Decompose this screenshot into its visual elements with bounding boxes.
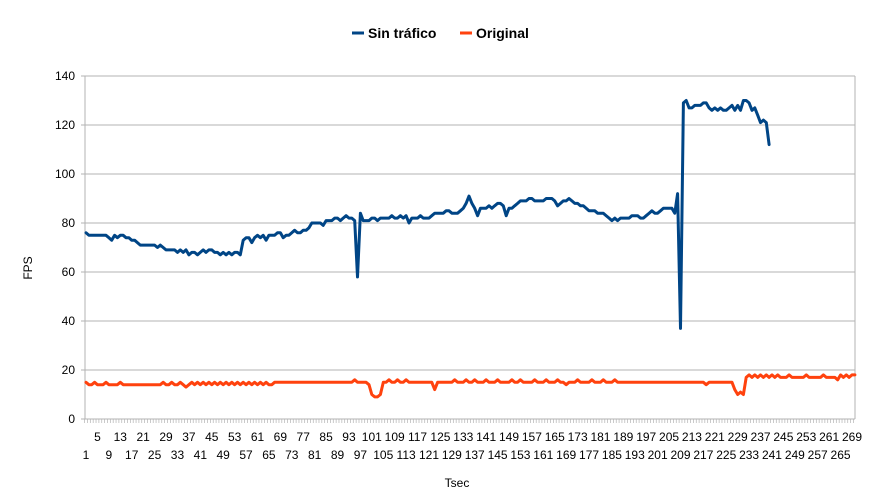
x-tick-label: 13 bbox=[114, 430, 128, 444]
x-tick-label: 181 bbox=[590, 430, 610, 444]
x-tick-label: 217 bbox=[693, 448, 713, 462]
x-tick-label: 253 bbox=[796, 430, 816, 444]
x-tick-label: 93 bbox=[342, 430, 356, 444]
x-tick-label: 33 bbox=[171, 448, 185, 462]
x-tick-label: 5 bbox=[94, 430, 101, 444]
x-tick-label: 145 bbox=[488, 448, 508, 462]
x-tick-label: 105 bbox=[373, 448, 393, 462]
x-tick-label: 65 bbox=[262, 448, 276, 462]
x-tick-label: 73 bbox=[285, 448, 299, 462]
x-tick-label: 37 bbox=[182, 430, 196, 444]
y-tick-label: 60 bbox=[62, 265, 76, 279]
x-tick-label: 81 bbox=[308, 448, 322, 462]
x-tick-label: 129 bbox=[442, 448, 462, 462]
y-axis-label: FPS bbox=[21, 256, 35, 279]
series-line-sin-trafico bbox=[84, 99, 771, 330]
x-tick-label: 169 bbox=[556, 448, 576, 462]
x-tick-label: 213 bbox=[682, 430, 702, 444]
x-tick-label: 85 bbox=[319, 430, 333, 444]
x-tick-label: 1 bbox=[83, 448, 90, 462]
x-tick-label: 185 bbox=[602, 448, 622, 462]
x-tick-label: 221 bbox=[705, 430, 725, 444]
gridlines bbox=[81, 75, 856, 420]
y-tick-label: 0 bbox=[68, 412, 75, 426]
x-tick-label: 265 bbox=[831, 448, 851, 462]
x-tick-label: 117 bbox=[408, 430, 427, 444]
x-tick-label: 141 bbox=[476, 430, 496, 444]
x-tick-label: 9 bbox=[106, 448, 113, 462]
x-tick-label: 225 bbox=[716, 448, 736, 462]
x-axis-label: Tsec bbox=[445, 476, 470, 490]
x-tick-label: 245 bbox=[773, 430, 793, 444]
x-tick-label: 249 bbox=[785, 448, 805, 462]
x-tick-label: 133 bbox=[453, 430, 473, 444]
x-tick-label: 125 bbox=[430, 430, 450, 444]
y-tick-label: 100 bbox=[55, 167, 75, 181]
y-tick-label: 40 bbox=[62, 314, 76, 328]
x-tick-label: 233 bbox=[739, 448, 759, 462]
x-tick-label: 157 bbox=[522, 430, 542, 444]
x-tick-label: 69 bbox=[274, 430, 288, 444]
x-tick-label: 21 bbox=[136, 430, 150, 444]
x-tick-label: 201 bbox=[648, 448, 668, 462]
x-tick-label: 49 bbox=[217, 448, 231, 462]
x-tick-label: 261 bbox=[819, 430, 839, 444]
x-tick-label: 241 bbox=[762, 448, 782, 462]
x-tick-label: 161 bbox=[533, 448, 553, 462]
x-tick-label: 149 bbox=[499, 430, 519, 444]
x-tick-label: 197 bbox=[636, 430, 656, 444]
y-axis-ticks: 0 20 40 60 80 100 120 140 bbox=[55, 69, 75, 426]
x-tick-label: 121 bbox=[419, 448, 439, 462]
x-tick-label: 101 bbox=[362, 430, 382, 444]
x-tick-label: 173 bbox=[568, 430, 588, 444]
x-tick-label: 153 bbox=[510, 448, 530, 462]
x-tick-label: 257 bbox=[808, 448, 828, 462]
y-tick-label: 80 bbox=[62, 216, 76, 230]
y-tick-label: 120 bbox=[55, 118, 75, 132]
x-tick-label: 165 bbox=[545, 430, 565, 444]
x-tick-label: 113 bbox=[397, 448, 416, 462]
x-tick-label: 193 bbox=[625, 448, 645, 462]
x-tick-label: 77 bbox=[297, 430, 311, 444]
x-tick-label: 97 bbox=[354, 448, 368, 462]
x-tick-label: 137 bbox=[465, 448, 485, 462]
x-tick-label: 237 bbox=[751, 430, 771, 444]
x-tick-label: 61 bbox=[251, 430, 265, 444]
x-tick-label: 189 bbox=[613, 430, 633, 444]
x-tick-label: 177 bbox=[579, 448, 599, 462]
x-tick-label: 209 bbox=[670, 448, 690, 462]
x-tick-label: 89 bbox=[331, 448, 345, 462]
legend: Sin tráfico Original bbox=[352, 25, 529, 41]
x-tick-label: 45 bbox=[205, 430, 219, 444]
x-tick-label: 229 bbox=[728, 430, 748, 444]
x-tick-label: 25 bbox=[148, 448, 162, 462]
series-line-original bbox=[84, 373, 857, 399]
x-tick-label: 41 bbox=[194, 448, 208, 462]
legend-label-original: Original bbox=[476, 25, 529, 41]
x-tick-label: 205 bbox=[659, 430, 679, 444]
x-tick-label: 29 bbox=[159, 430, 173, 444]
x-tick-label: 17 bbox=[125, 448, 139, 462]
x-tick-label: 53 bbox=[228, 430, 242, 444]
y-tick-label: 20 bbox=[62, 363, 76, 377]
y-tick-label: 140 bbox=[55, 69, 75, 83]
legend-label-sin-trafico: Sin tráfico bbox=[368, 25, 436, 41]
x-tick-label: 57 bbox=[239, 448, 253, 462]
series-lines bbox=[84, 99, 857, 399]
x-tick-label: 269 bbox=[842, 430, 862, 444]
x-tick-label: 109 bbox=[385, 430, 405, 444]
